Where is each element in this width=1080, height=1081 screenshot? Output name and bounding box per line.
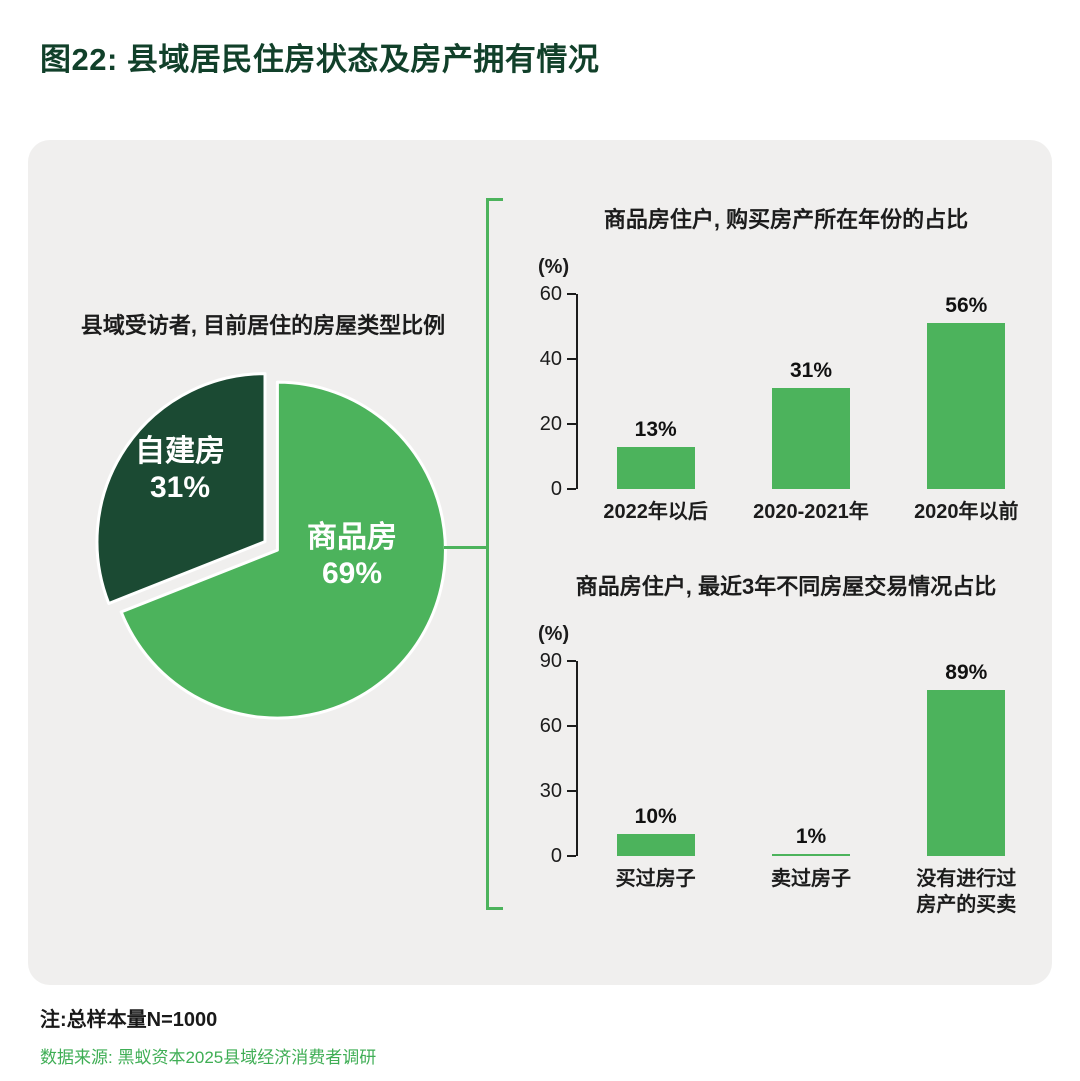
- percent-axis-label-1: (%): [538, 256, 570, 278]
- y-tick-mark: [567, 855, 576, 857]
- bar: [771, 388, 850, 489]
- y-tick-label: 0: [550, 477, 562, 500]
- sample-size-note: 注:总样本量N=1000: [40, 1009, 218, 1031]
- bar-category-label: 2020年以前: [914, 501, 1019, 523]
- y-tick-mark: [567, 358, 576, 360]
- bar-category-label: 没有进行过 房产的买卖: [916, 868, 1017, 916]
- bar-category-label: 2022年以后: [603, 501, 708, 523]
- y-tick: 30: [540, 779, 576, 803]
- y-tick-label: 90: [539, 649, 562, 672]
- bar-chart-purchase-year: 0 20 40 60 13% 2022年以后 31% 2020-2021年 56% 2020年以前: [528, 283, 1044, 524]
- bar-value-label: 56%: [945, 294, 988, 317]
- bar-chart-transactions: 0 30 60 90 10% 买过房子 1% 卖过房子 89% 没有进行过 房产的买卖: [528, 650, 1044, 917]
- y-tick: 60: [540, 714, 576, 738]
- y-tick-mark: [567, 488, 576, 490]
- y-tick-mark: [567, 660, 576, 662]
- bar: [927, 323, 1006, 489]
- y-tick: 0: [551, 477, 576, 501]
- pie-slice: [95, 372, 267, 605]
- pie-slice-label: 31%: [150, 471, 210, 504]
- y-tick: 40: [540, 347, 576, 371]
- y-tick: 90: [540, 649, 576, 673]
- bar-value-label: 31%: [789, 359, 832, 383]
- bar-column: 89% 没有进行过 房产的买卖: [889, 661, 1044, 916]
- bar-column: 31% 2020-2021年: [733, 294, 888, 523]
- y-tick-label: 60: [539, 714, 562, 737]
- y-tick-mark: [567, 725, 576, 727]
- bracket-connector-line: [444, 546, 486, 549]
- plot-area: 10% 买过房子 1% 卖过房子 89% 没有进行过 房产的买卖: [576, 661, 1044, 916]
- page-title: 图22: 县域居民住房状态及房产拥有情况: [40, 42, 600, 77]
- bar: [927, 690, 1006, 856]
- bracket-vertical-line: [486, 198, 489, 910]
- bar-column: 10% 买过房子: [578, 661, 733, 890]
- pie-chart-title: 县域受访者, 目前居住的房屋类型比例: [80, 313, 446, 338]
- y-tick-label: 60: [539, 282, 562, 305]
- y-tick: 60: [540, 282, 576, 306]
- bar-value-label: 10%: [634, 805, 677, 829]
- bracket-bottom-tick: [486, 907, 503, 910]
- bar-value-label: 89%: [945, 661, 988, 684]
- bracket-top-tick: [486, 198, 503, 201]
- bar: [616, 834, 695, 856]
- y-tick-mark: [567, 293, 576, 295]
- y-tick-label: 0: [550, 844, 562, 867]
- y-tick-label: 30: [539, 779, 562, 802]
- bar-column: 13% 2022年以后: [578, 294, 733, 523]
- bar: [771, 853, 850, 856]
- percent-axis-label-2: (%): [538, 623, 570, 645]
- y-tick-label: 20: [539, 412, 562, 435]
- bar-column: 56% 2020年以前: [889, 294, 1044, 523]
- pie-slice: [119, 380, 447, 720]
- bar-value-label: 1%: [795, 824, 827, 848]
- chart-panel: 县域受访者, 目前居住的房屋类型比例 商品房 69% 自建房 31% 商品房住户, 购…: [28, 140, 1052, 985]
- bar-value-label: 13%: [634, 417, 677, 441]
- y-tick-label: 40: [539, 347, 562, 370]
- bar-chart-purchase-year-title: 商品房住户, 购买房产所在年份的占比: [603, 207, 969, 232]
- bar-category-label: 2020-2021年: [753, 501, 869, 523]
- y-tick-mark: [567, 790, 576, 792]
- plot-area: 13% 2022年以后 31% 2020-2021年 56% 2020年以前: [576, 294, 1044, 523]
- bar: [616, 446, 695, 489]
- pie-slice-label: 商品房: [307, 521, 397, 554]
- pie-slice-label: 自建房: [135, 435, 225, 468]
- bar-charts-column: 商品房住户, 购买房产所在年份的占比 (%) 0 20 40 60 13% 2022年以后…: [528, 190, 1044, 917]
- bar-column: 1% 卖过房子: [733, 661, 888, 890]
- pie-slice-label: 69%: [322, 557, 382, 590]
- bar-category-label: 买过房子: [615, 868, 696, 890]
- y-tick-mark: [567, 423, 576, 425]
- y-axis: 0 20 40 60: [528, 283, 576, 500]
- y-axis: 0 30 60 90: [528, 650, 576, 867]
- data-source-note: 数据来源: 黑蚁资本2025县域经济消费者调研: [40, 1048, 377, 1067]
- bar-category-label: 卖过房子: [770, 868, 851, 890]
- y-tick: 20: [540, 412, 576, 436]
- bar-chart-transactions-title: 商品房住户, 最近3年不同房屋交易情况占比: [575, 574, 997, 599]
- y-tick: 0: [551, 844, 576, 868]
